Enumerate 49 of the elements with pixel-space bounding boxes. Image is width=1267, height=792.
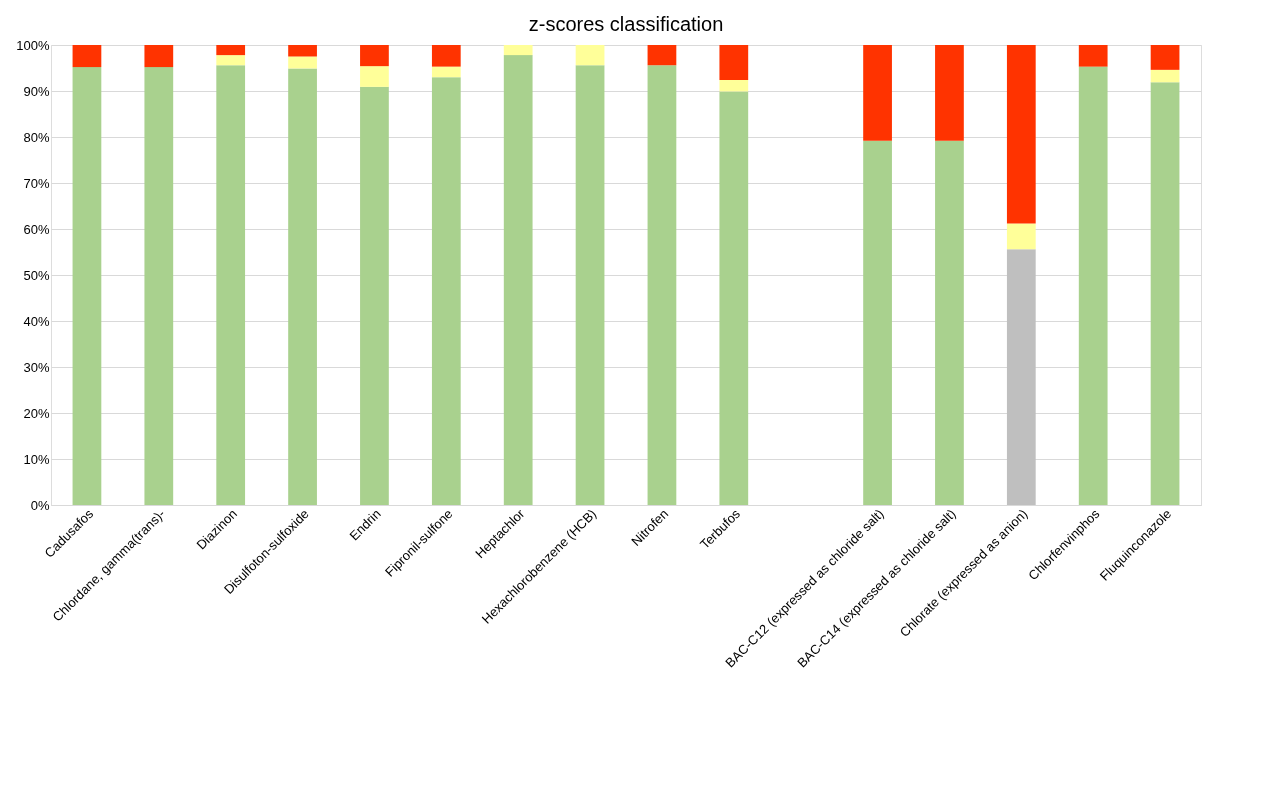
bar bbox=[1006, 45, 1036, 224]
bar bbox=[72, 67, 102, 505]
bar bbox=[863, 140, 892, 505]
bar bbox=[1006, 249, 1036, 505]
bar bbox=[503, 55, 533, 505]
y-tick-label: 40% bbox=[23, 313, 50, 329]
y-tick-label: 20% bbox=[23, 405, 50, 421]
bar bbox=[360, 45, 389, 67]
bar bbox=[216, 55, 246, 66]
bar bbox=[431, 66, 461, 78]
chart-title: z-scores classification bbox=[528, 13, 724, 35]
y-tick-label: 60% bbox=[23, 221, 50, 237]
bar bbox=[719, 45, 749, 80]
bar bbox=[719, 79, 749, 92]
bar bbox=[503, 45, 533, 56]
bar bbox=[288, 56, 317, 69]
y-tick-label: 90% bbox=[23, 83, 50, 99]
y-tick-label: 70% bbox=[23, 175, 50, 191]
bar bbox=[647, 45, 677, 66]
bar bbox=[431, 45, 461, 67]
bar bbox=[1078, 66, 1108, 505]
bar bbox=[360, 86, 389, 505]
bar bbox=[935, 45, 964, 141]
bar bbox=[1078, 45, 1108, 67]
bar bbox=[1150, 82, 1180, 505]
bar bbox=[1150, 45, 1180, 70]
bar bbox=[647, 65, 677, 505]
y-tick-label: 50% bbox=[23, 267, 50, 283]
bar bbox=[360, 66, 389, 87]
bar bbox=[216, 65, 246, 505]
bar bbox=[431, 77, 461, 505]
y-tick-label: 30% bbox=[23, 359, 50, 375]
bar bbox=[575, 65, 605, 505]
bar bbox=[719, 91, 749, 505]
bar bbox=[863, 45, 892, 141]
bar bbox=[288, 45, 317, 57]
bar bbox=[1150, 69, 1180, 83]
bar bbox=[144, 45, 174, 68]
y-tick-label: 10% bbox=[23, 451, 50, 467]
y-tick-label: 80% bbox=[23, 129, 50, 145]
bar bbox=[1006, 223, 1036, 250]
bar bbox=[216, 45, 246, 56]
bar bbox=[72, 45, 102, 68]
y-tick-label: 0% bbox=[30, 497, 50, 513]
bar bbox=[575, 45, 605, 66]
y-tick-label: 100% bbox=[16, 37, 50, 53]
bar bbox=[144, 67, 174, 505]
bar bbox=[935, 140, 964, 505]
bar bbox=[288, 68, 317, 505]
